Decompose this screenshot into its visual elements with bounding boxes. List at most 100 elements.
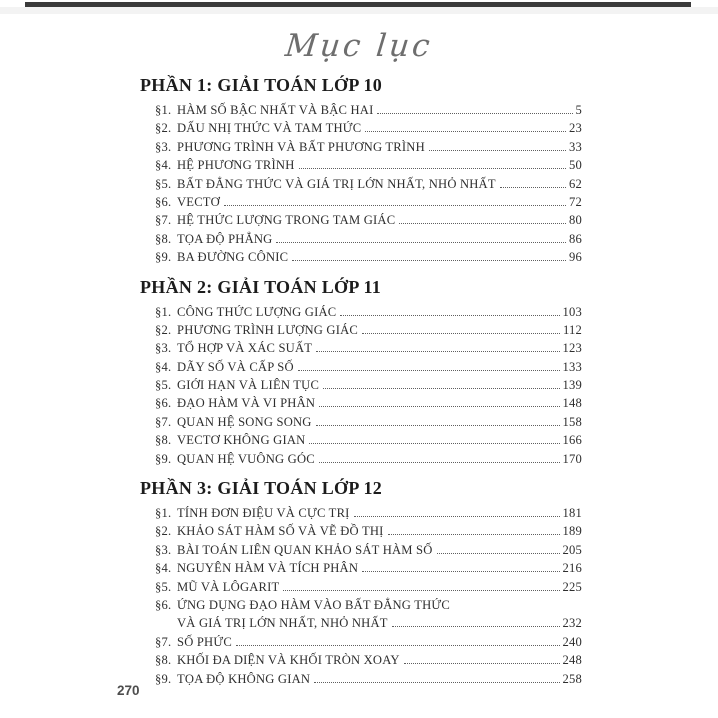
- section-label: §1.: [155, 103, 172, 117]
- dot-leader: [387, 534, 560, 536]
- dot-leader: [223, 204, 566, 206]
- page-number: 181: [562, 506, 582, 521]
- dot-leader: [340, 314, 560, 316]
- toc-row: §5. BẤT ĐẲNG THỨC VÀ GIÁ TRỊ LỚN NHẤT, NH…: [140, 175, 582, 193]
- page-number: 23: [569, 121, 582, 136]
- toc-row: §6. ỨNG DỤNG ĐẠO HÀM VÀO BẤT ĐẲNG THỨC: [140, 596, 582, 614]
- section-label: §3.: [155, 542, 172, 557]
- section-label: §1.: [155, 304, 172, 319]
- section-label: §7.: [155, 213, 172, 228]
- toc-row: §7. QUAN HỆ SONG SONG 158: [140, 413, 582, 431]
- section-title: TÍNH ĐƠN ĐIỆU VÀ CỰC TRỊ: [177, 506, 350, 521]
- dot-leader: [323, 388, 560, 390]
- page-number: 139: [562, 378, 582, 393]
- dot-leader: [428, 149, 566, 151]
- section-label: §6.: [155, 597, 172, 612]
- dot-leader: [436, 552, 560, 554]
- page-number: 133: [562, 359, 582, 374]
- toc-row: §9. TỌA ĐỘ KHÔNG GIAN 258: [140, 670, 582, 688]
- dot-leader: [276, 241, 566, 243]
- section-label: §9.: [155, 250, 172, 265]
- page-number: 50: [569, 158, 582, 173]
- page-number: 96: [569, 250, 582, 265]
- section-label: §8.: [155, 653, 172, 668]
- toc-row: §4. NGUYÊN HÀM VÀ TÍCH PHÂN 216: [140, 559, 582, 577]
- page-number: 103: [562, 304, 582, 319]
- section-title: BA ĐƯỜNG CÔNIC: [177, 250, 289, 265]
- section-title: HỆ PHƯƠNG TRÌNH: [177, 158, 295, 173]
- toc-row: §1. TÍNH ĐƠN ĐIỆU VÀ CỰC TRỊ 181: [140, 504, 582, 522]
- toc-row: §2. DẤU NHỊ THỨC VÀ TAM THỨC 23: [140, 119, 582, 137]
- toc-row: §1. HÀM SỐ BẬC NHẤT VÀ BẬC HAI 5: [140, 101, 582, 119]
- section-title: HỆ THỨC LƯỢNG TRONG TAM GIÁC: [177, 213, 396, 228]
- section-title: KHẢO SÁT HÀM SỐ VÀ VẼ ĐỒ THỊ: [177, 524, 384, 539]
- section-label: §8.: [155, 231, 172, 246]
- section-title: TỔ HỢP VÀ XÁC SUẤT: [177, 341, 313, 356]
- dot-leader: [283, 589, 560, 591]
- section-label: §7.: [155, 634, 172, 649]
- section-label: §5.: [155, 378, 172, 393]
- toc-row: §8. KHỐI ĐA DIỆN VÀ KHỐI TRÒN XOAY 248: [140, 651, 582, 669]
- section-title: VECTƠ KHÔNG GIAN: [177, 433, 306, 448]
- dot-leader: [316, 351, 560, 353]
- top-scan-strip: [0, 7, 718, 14]
- dot-leader: [298, 168, 566, 170]
- dot-leader: [365, 131, 566, 133]
- page-number: 189: [562, 524, 582, 539]
- page-title: Mục lục: [283, 28, 435, 64]
- toc-row: §8. VECTƠ KHÔNG GIAN 166: [140, 431, 582, 449]
- dot-leader: [399, 223, 566, 225]
- dot-leader: [297, 369, 560, 371]
- section-label: §6.: [155, 194, 172, 209]
- footer-page-number: 270: [117, 683, 140, 698]
- page-number: 232: [562, 616, 582, 631]
- toc-row: §9. QUAN HỆ VUÔNG GÓC 170: [140, 450, 582, 468]
- page-number: 248: [562, 653, 582, 668]
- toc-part: PHẦN 2: GIẢI TOÁN LỚP 11 §1. CÔNG THỨC LƯỢ…: [140, 276, 582, 469]
- page-number: 166: [562, 433, 582, 448]
- toc-part: PHẦN 1: GIẢI TOÁN LỚP 10 §1. HÀM SỐ BẬC NH…: [140, 74, 582, 267]
- toc-row: §7. SỐ PHỨC 240: [140, 633, 582, 651]
- section-label: §4.: [155, 359, 172, 374]
- page-number: 205: [562, 542, 582, 557]
- toc-row: §8. TỌA ĐỘ PHẲNG 86: [140, 230, 582, 248]
- dot-leader: [309, 443, 560, 445]
- table-of-contents: PHẦN 1: GIẢI TOÁN LỚP 10 §1. HÀM SỐ BẬC NH…: [140, 74, 582, 688]
- section-title: DÃY SỐ VÀ CẤP SỐ: [177, 359, 294, 374]
- section-title: QUAN HỆ SONG SONG: [177, 414, 312, 429]
- section-label: §5.: [155, 176, 172, 191]
- section-label: §3.: [155, 341, 172, 356]
- section-title: NGUYÊN HÀM VÀ TÍCH PHÂN: [177, 561, 359, 576]
- section-title: HÀM SỐ BẬC NHẤT VÀ BẬC HAI: [177, 103, 374, 117]
- page-number: 62: [569, 176, 582, 191]
- page-number: 33: [569, 139, 582, 154]
- section-label: §2.: [155, 322, 172, 337]
- section-title: CÔNG THỨC LƯỢNG GIÁC: [177, 304, 337, 319]
- toc-row: §7. HỆ THỨC LƯỢNG TRONG TAM GIÁC 80: [140, 211, 582, 229]
- page-number: 225: [562, 579, 582, 594]
- page-number: 5: [575, 103, 582, 117]
- section-label: §9.: [155, 451, 172, 466]
- dot-leader: [235, 644, 560, 646]
- dot-leader: [403, 663, 560, 665]
- section-label: §2.: [155, 524, 172, 539]
- section-title: PHƯƠNG TRÌNH VÀ BẤT PHƯƠNG TRÌNH: [177, 139, 425, 154]
- section-title: KHỐI ĐA DIỆN VÀ KHỐI TRÒN XOAY: [177, 653, 400, 668]
- dot-leader: [377, 113, 573, 114]
- page-number: 72: [569, 194, 582, 209]
- toc-row: §6. VECTƠ 72: [140, 193, 582, 211]
- page-number: 148: [562, 396, 582, 411]
- dot-leader: [353, 516, 560, 518]
- page-number: 258: [562, 671, 582, 686]
- toc-row: §1. CÔNG THỨC LƯỢNG GIÁC 103: [140, 303, 582, 321]
- toc-row: §4. HỆ PHƯƠNG TRÌNH 50: [140, 156, 582, 174]
- toc-part: PHẦN 3: GIẢI TOÁN LỚP 12 §1. TÍNH ĐƠN ĐIỆU…: [140, 477, 582, 688]
- page-number: 86: [569, 231, 582, 246]
- dot-leader: [318, 461, 560, 463]
- toc-row: §5. GIỚI HẠN VÀ LIÊN TỤC 139: [140, 376, 582, 394]
- page-number: 123: [562, 341, 582, 356]
- toc-row: §4. DÃY SỐ VÀ CẤP SỐ 133: [140, 358, 582, 376]
- section-label: §5.: [155, 579, 172, 594]
- toc-row: §3. BÀI TOÁN LIÊN QUAN KHẢO SÁT HÀM SỐ 205: [140, 541, 582, 559]
